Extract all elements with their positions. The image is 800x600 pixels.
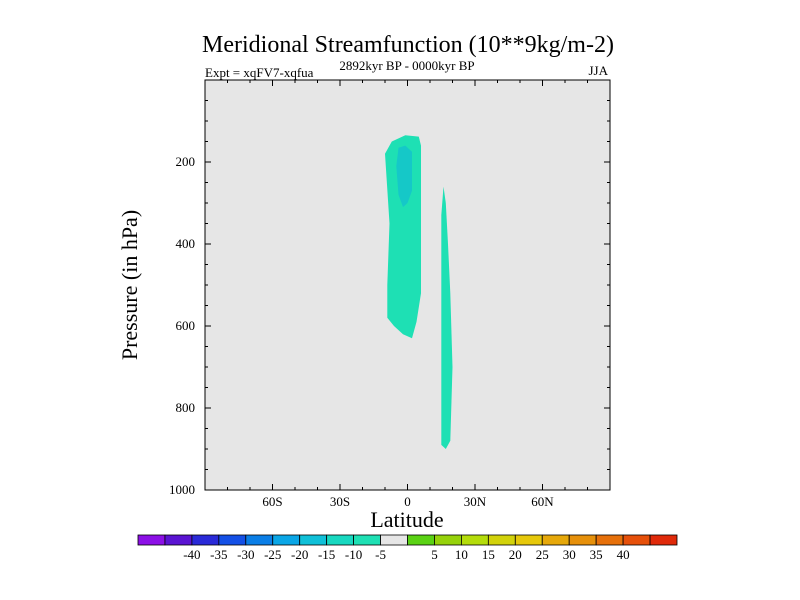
- colorbar-label: 35: [590, 547, 603, 562]
- colorbar-label: -10: [345, 547, 362, 562]
- colorbar-swatch: [326, 534, 354, 546]
- colorbar-swatch: [407, 534, 435, 546]
- colorbar-label: -5: [375, 547, 386, 562]
- y-axis-label: Pressure (in hPa): [117, 210, 142, 360]
- colorbar-swatch: [622, 534, 651, 546]
- contour-regions: [385, 135, 453, 449]
- colorbar-label: 10: [455, 547, 468, 562]
- colorbar-label: -30: [237, 547, 254, 562]
- experiment-label: Expt = xqFV7-xqfua: [205, 65, 314, 80]
- colorbar-swatch: [514, 534, 543, 546]
- colorbar: -40 -35 -30 -25 -20 -15 -10 -5 5 10 15 20 25 30 35 40: [137, 534, 678, 562]
- colorbar-swatch: [595, 534, 624, 546]
- colorbar-swatch: [434, 534, 462, 546]
- cell-north-of-equator: [441, 186, 453, 449]
- colorbar-label: 15: [482, 547, 495, 562]
- colorbar-swatch: [137, 534, 166, 546]
- y-tick-label: 800: [176, 400, 196, 415]
- colorbar-label: 20: [509, 547, 522, 562]
- y-tick-label: 400: [176, 236, 196, 251]
- x-axis-ticks: 60S 30S 0 30N 60N: [204, 80, 611, 509]
- colorbar-swatch: [353, 534, 381, 546]
- y-tick-label: 1000: [169, 482, 195, 497]
- colorbar-swatch: [380, 534, 408, 546]
- colorbar-label: -15: [318, 547, 335, 562]
- period-label: 2892kyr BP - 0000kyr BP: [339, 58, 474, 73]
- colorbar-swatch: [649, 534, 678, 546]
- colorbar-label: -40: [183, 547, 200, 562]
- colorbar-label: 40: [617, 547, 630, 562]
- x-axis-label: Latitude: [370, 507, 443, 532]
- colorbar-label: -35: [210, 547, 227, 562]
- x-tick-label: 0: [404, 494, 411, 509]
- colorbar-label: 25: [536, 547, 549, 562]
- y-axis-ticks: 200 400 600 800 1000: [169, 79, 610, 497]
- cell-south-core: [396, 145, 412, 208]
- colorbar-label: -20: [291, 547, 308, 562]
- colorbar-label: -25: [264, 547, 281, 562]
- colorbar-swatch: [272, 534, 301, 546]
- colorbar-label: 30: [563, 547, 576, 562]
- colorbar-swatch: [460, 534, 489, 546]
- x-tick-label: 60S: [262, 494, 282, 509]
- colorbar-swatch: [164, 534, 193, 546]
- colorbar-swatch: [568, 534, 597, 546]
- chart-title: Meridional Streamfunction (10**9kg/m-2): [202, 32, 614, 58]
- colorbar-swatch: [218, 534, 247, 546]
- y-tick-label: 200: [176, 154, 196, 169]
- colorbar-swatch: [541, 534, 570, 546]
- x-tick-label: 30S: [330, 494, 350, 509]
- colorbar-swatch: [299, 534, 328, 546]
- colorbar-swatch: [487, 534, 516, 546]
- colorbar-swatch: [191, 534, 220, 546]
- y-tick-label: 600: [176, 318, 196, 333]
- x-tick-label: 30N: [464, 494, 487, 509]
- colorbar-swatch: [245, 534, 274, 546]
- colorbar-label: 5: [431, 547, 438, 562]
- x-tick-label: 60N: [531, 494, 554, 509]
- season-label: JJA: [588, 63, 608, 78]
